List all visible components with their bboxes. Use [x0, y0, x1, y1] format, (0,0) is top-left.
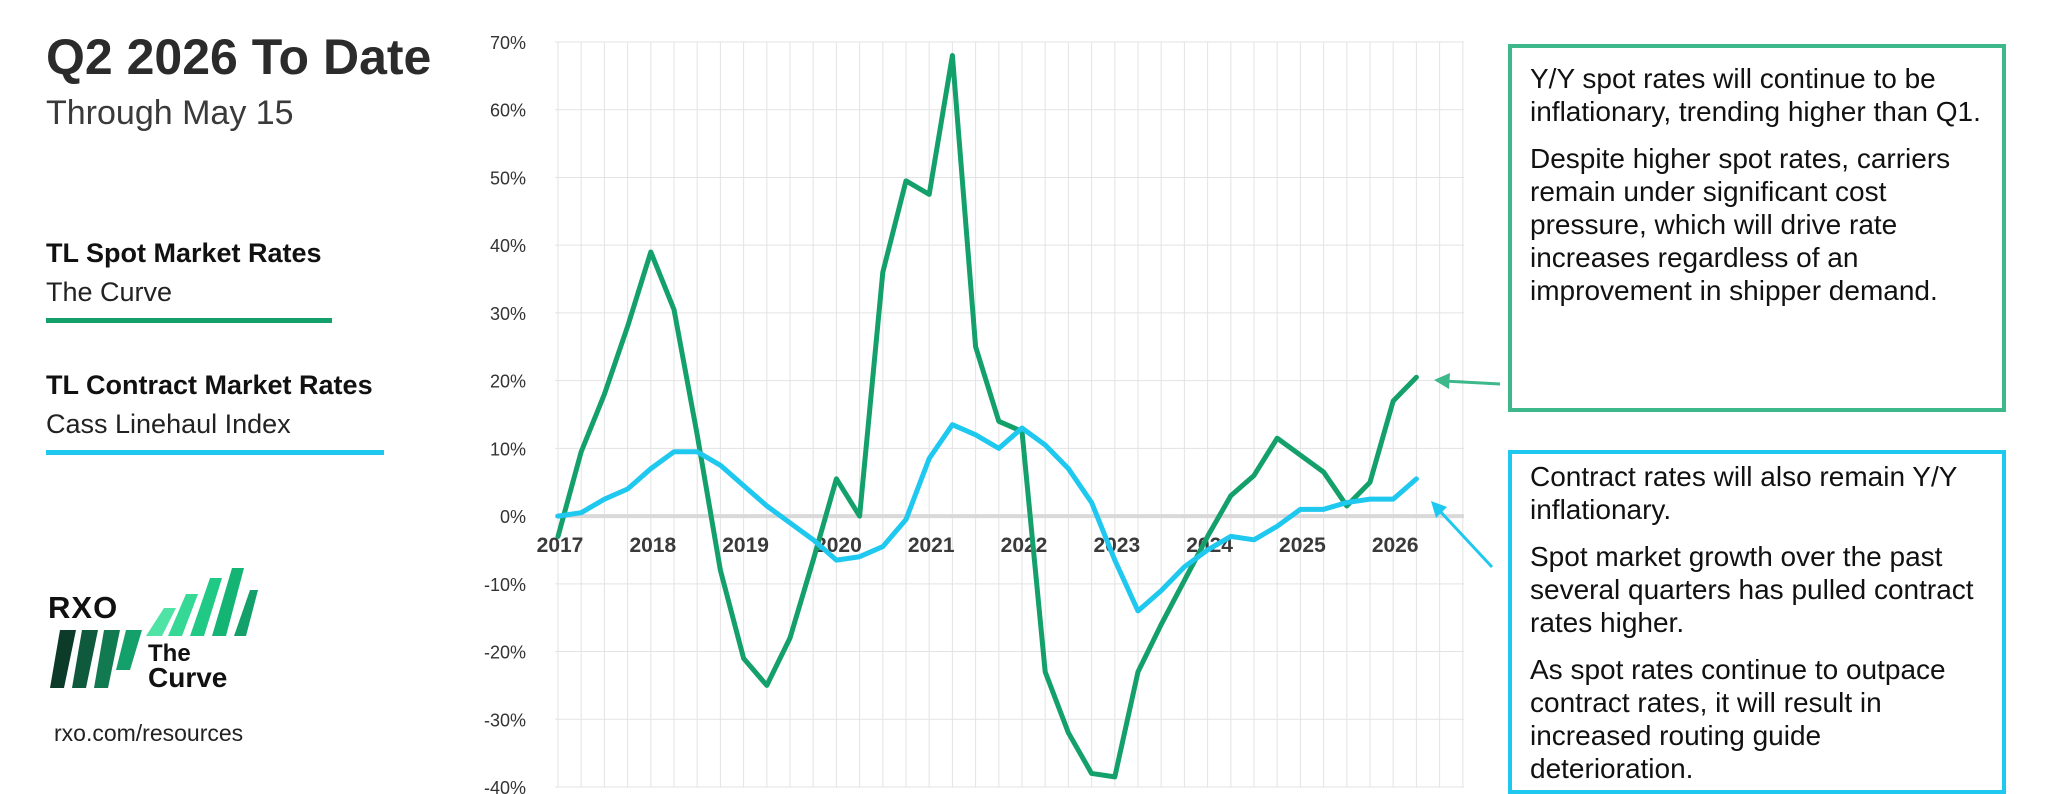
curve-logo-the: The — [148, 640, 191, 667]
spot-rate-line — [555, 53, 1419, 780]
legend-spot-heading: TL Spot Market Rates — [46, 238, 322, 268]
x-tick-label: 2023 — [1093, 534, 1140, 557]
contract-callout-p3: As spot rates continue to outpace contra… — [1530, 654, 1946, 784]
legend-contract-name: Cass Linehaul Index — [46, 409, 291, 439]
y-tick-label: 40% — [490, 236, 526, 256]
rxo-logo: RXO — [48, 590, 119, 625]
y-tick-label: 30% — [490, 304, 526, 324]
x-tick-label: 2018 — [629, 534, 676, 557]
rates-line-chart: 70% 60% 50% 40% 30% 20% 10% 0% -10% -20% -30% -40% 2… — [484, 33, 1464, 794]
curve-logo-name: Curve — [148, 662, 228, 693]
x-tick-label: 2021 — [908, 534, 955, 557]
spot-callout-p2: Despite higher spot rates, carriers rema… — [1530, 143, 1951, 306]
y-tick-label: -10% — [484, 575, 526, 595]
y-tick-label: 10% — [490, 439, 526, 459]
rxo-stripes-icon — [50, 630, 142, 688]
legend-spot: TL Spot Market Rates The Curve — [46, 238, 332, 323]
curve-logo-icon — [146, 568, 258, 636]
curve-logo-text: The Curve — [148, 640, 228, 693]
legend-contract: TL Contract Market Rates Cass Linehaul I… — [46, 370, 384, 455]
x-tick-label: 2019 — [722, 534, 769, 557]
contract-callout-p2: Spot market growth over the past several… — [1530, 541, 1974, 638]
spot-callout: Y/Y spot rates will continue to be infla… — [1508, 44, 2006, 412]
y-tick-label: -30% — [484, 710, 526, 730]
website-link[interactable]: rxo.com/resources — [54, 720, 244, 746]
x-tick-label: 2022 — [1001, 534, 1048, 557]
y-tick-label: 20% — [490, 372, 526, 392]
y-tick-label: 0% — [500, 507, 526, 527]
legend-spot-swatch — [46, 318, 332, 323]
x-tick-label: 2026 — [1372, 534, 1419, 557]
x-tick-label: 2025 — [1279, 534, 1326, 557]
legend-contract-heading: TL Contract Market Rates — [46, 370, 373, 400]
y-tick-label: 60% — [490, 101, 526, 121]
contract-callout: Contract rates will also remain Y/Y infl… — [1508, 450, 2006, 794]
y-tick-label: 50% — [490, 168, 526, 188]
y-tick-label: 70% — [490, 33, 526, 53]
contract-rate-line — [555, 422, 1419, 614]
y-tick-label: -20% — [484, 643, 526, 663]
y-tick-label: -40% — [484, 778, 526, 794]
legend-contract-swatch — [46, 450, 384, 455]
page-title: Q2 2026 To Date — [46, 29, 432, 85]
x-tick-label: 2017 — [537, 534, 584, 557]
contract-callout-p1: Contract rates will also remain Y/Y infl… — [1530, 461, 1957, 525]
page-subtitle: Through May 15 — [46, 94, 294, 132]
legend-spot-name: The Curve — [46, 277, 173, 307]
spot-callout-p1: Y/Y spot rates will continue to be infla… — [1530, 63, 1981, 127]
